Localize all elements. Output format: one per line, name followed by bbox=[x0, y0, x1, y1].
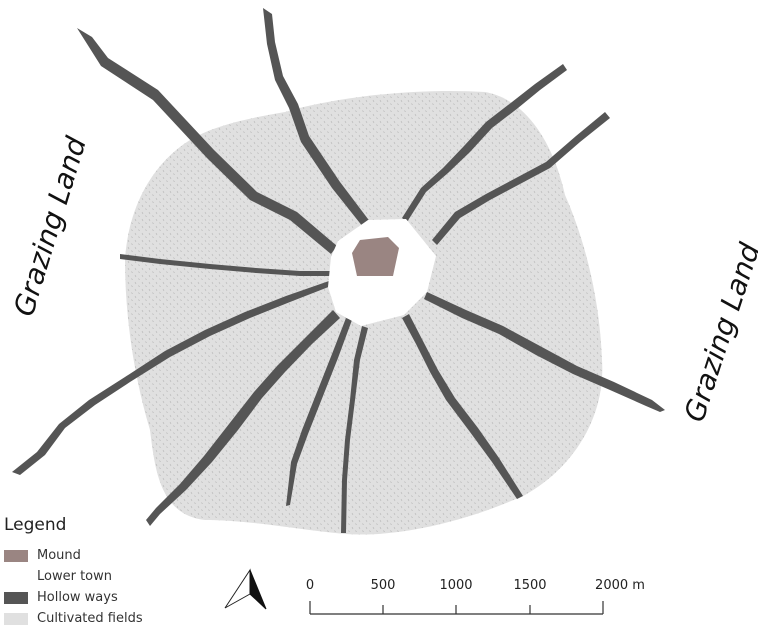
scale-bar bbox=[309, 601, 604, 615]
legend-label: Cultivated fields bbox=[37, 611, 143, 626]
legend-label: Mound bbox=[37, 548, 81, 563]
hollow-way-wsw bbox=[12, 281, 331, 475]
legend-item-lower-town: Lower town bbox=[4, 566, 143, 587]
hollow-ways bbox=[12, 8, 665, 533]
scale-tick-label: 1500 bbox=[513, 578, 547, 593]
hollow-way-w bbox=[120, 254, 334, 276]
hollow-way-ssw bbox=[286, 318, 352, 506]
cultivated-fields-swatch bbox=[4, 612, 28, 625]
scale-tick-label: 1000 bbox=[439, 578, 473, 593]
scale-tick-label: 2000 m bbox=[595, 578, 645, 593]
north-arrow-icon bbox=[224, 568, 267, 610]
legend: Legend Mound Lower town Hollow ways Cult… bbox=[4, 515, 143, 629]
legend-item-mound: Mound bbox=[4, 545, 143, 566]
hollow-way-nw bbox=[77, 28, 337, 254]
scale-bar-labels: 0 500 1000 1500 2000 m bbox=[0, 578, 758, 598]
legend-item-hollow-ways: Hollow ways bbox=[4, 587, 143, 608]
hollow-way-ne2 bbox=[432, 112, 610, 245]
legend-item-cultivated-fields: Cultivated fields bbox=[4, 608, 143, 629]
hollow-way-e bbox=[424, 292, 665, 412]
scale-tick-label: 0 bbox=[305, 578, 315, 593]
scale-tick-label: 500 bbox=[370, 578, 396, 593]
legend-label: Lower town bbox=[37, 569, 112, 584]
hollow-ways-swatch bbox=[4, 591, 28, 604]
hollow-way-sw bbox=[146, 310, 340, 526]
hollow-way-sse bbox=[402, 314, 523, 499]
hollow-way-ne1 bbox=[402, 64, 567, 222]
mound-swatch bbox=[4, 549, 28, 562]
legend-title: Legend bbox=[4, 515, 67, 535]
hollow-way-s bbox=[341, 326, 368, 533]
lower-town-swatch bbox=[4, 570, 28, 583]
mound-area bbox=[352, 237, 399, 276]
legend-label: Hollow ways bbox=[37, 590, 118, 605]
